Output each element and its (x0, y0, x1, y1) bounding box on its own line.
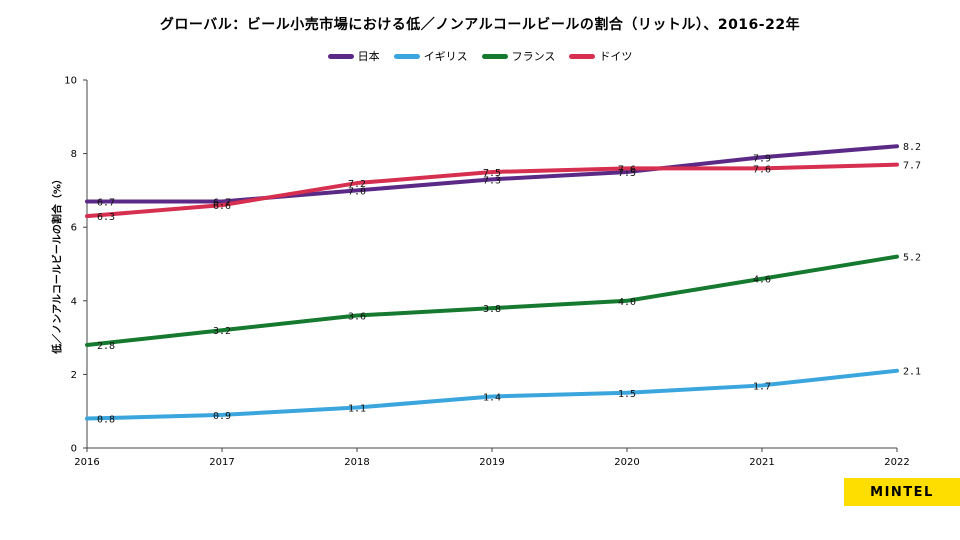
y-tick-label: 0 (71, 444, 77, 455)
data-label: 1.5 (618, 389, 636, 400)
series-line-4 (85, 162, 899, 219)
series-line-2 (85, 368, 899, 421)
legend: 日本 イギリス フランス ドイツ (0, 48, 960, 64)
data-label: 5.2 (903, 253, 921, 264)
data-label: 7.7 (903, 161, 921, 172)
data-label: 1.7 (753, 381, 771, 392)
y-tick-label: 8 (71, 149, 77, 160)
legend-item: イギリス (393, 48, 468, 64)
legend-swatch (569, 53, 596, 59)
data-label: 7.6 (753, 164, 771, 175)
legend-swatch (393, 53, 420, 59)
data-label: 2.8 (97, 341, 115, 352)
y-tick-label: 4 (71, 296, 77, 307)
legend-item: ドイツ (569, 48, 632, 64)
data-label: 6.3 (97, 212, 115, 223)
data-label: 6.6 (213, 201, 231, 212)
data-label: 4.6 (753, 275, 771, 286)
legend-swatch (327, 53, 354, 59)
data-label: 7.5 (483, 168, 501, 179)
data-label: 7.0 (348, 186, 366, 197)
y-tick-label: 2 (71, 370, 77, 381)
legend-label: ドイツ (599, 50, 633, 63)
data-label: 0.8 (97, 415, 115, 426)
chart-title: グローバル：ビール小売市場における低／ノンアルコールビールの割合（リットル）、2… (159, 17, 801, 33)
data-label: 2.1 (903, 367, 921, 378)
legend-swatch (481, 53, 508, 59)
y-tick-label: 6 (71, 223, 77, 234)
series-line-1 (85, 144, 899, 204)
legend-item: フランス (481, 48, 556, 64)
x-tick-label: 2020 (614, 457, 639, 468)
x-tick-label: 2021 (749, 457, 774, 468)
series-line-3 (85, 254, 899, 347)
data-label: 7.2 (348, 179, 366, 190)
legend-label: イギリス (423, 50, 468, 63)
data-label: 8.2 (903, 142, 921, 153)
mintel-logo: MINTEL (844, 478, 960, 506)
data-label: 6.7 (97, 197, 115, 208)
data-label: 3.6 (348, 312, 366, 323)
data-label: 1.4 (483, 392, 501, 403)
data-label: 1.1 (348, 404, 366, 415)
legend-label: フランス (511, 50, 556, 63)
x-tick-label: 2018 (344, 457, 369, 468)
x-tick-label: 2019 (479, 457, 504, 468)
legend-label: 日本 (357, 50, 380, 63)
data-label: 7.5 (618, 168, 636, 179)
data-label: 3.8 (483, 304, 501, 315)
data-label: 3.2 (213, 326, 231, 337)
data-label: 7.9 (753, 153, 771, 164)
data-label: 7.6 (618, 164, 636, 175)
data-label: 6.7 (213, 197, 231, 208)
x-tick-label: 2017 (209, 457, 234, 468)
y-tick-label: 10 (64, 76, 77, 87)
data-label: 4.0 (618, 297, 636, 308)
x-tick-label: 2022 (884, 457, 909, 468)
data-label: 7.3 (483, 175, 501, 186)
data-label: 0.9 (213, 411, 231, 422)
x-tick-label: 2016 (74, 457, 99, 468)
legend-item: 日本 (327, 48, 380, 64)
